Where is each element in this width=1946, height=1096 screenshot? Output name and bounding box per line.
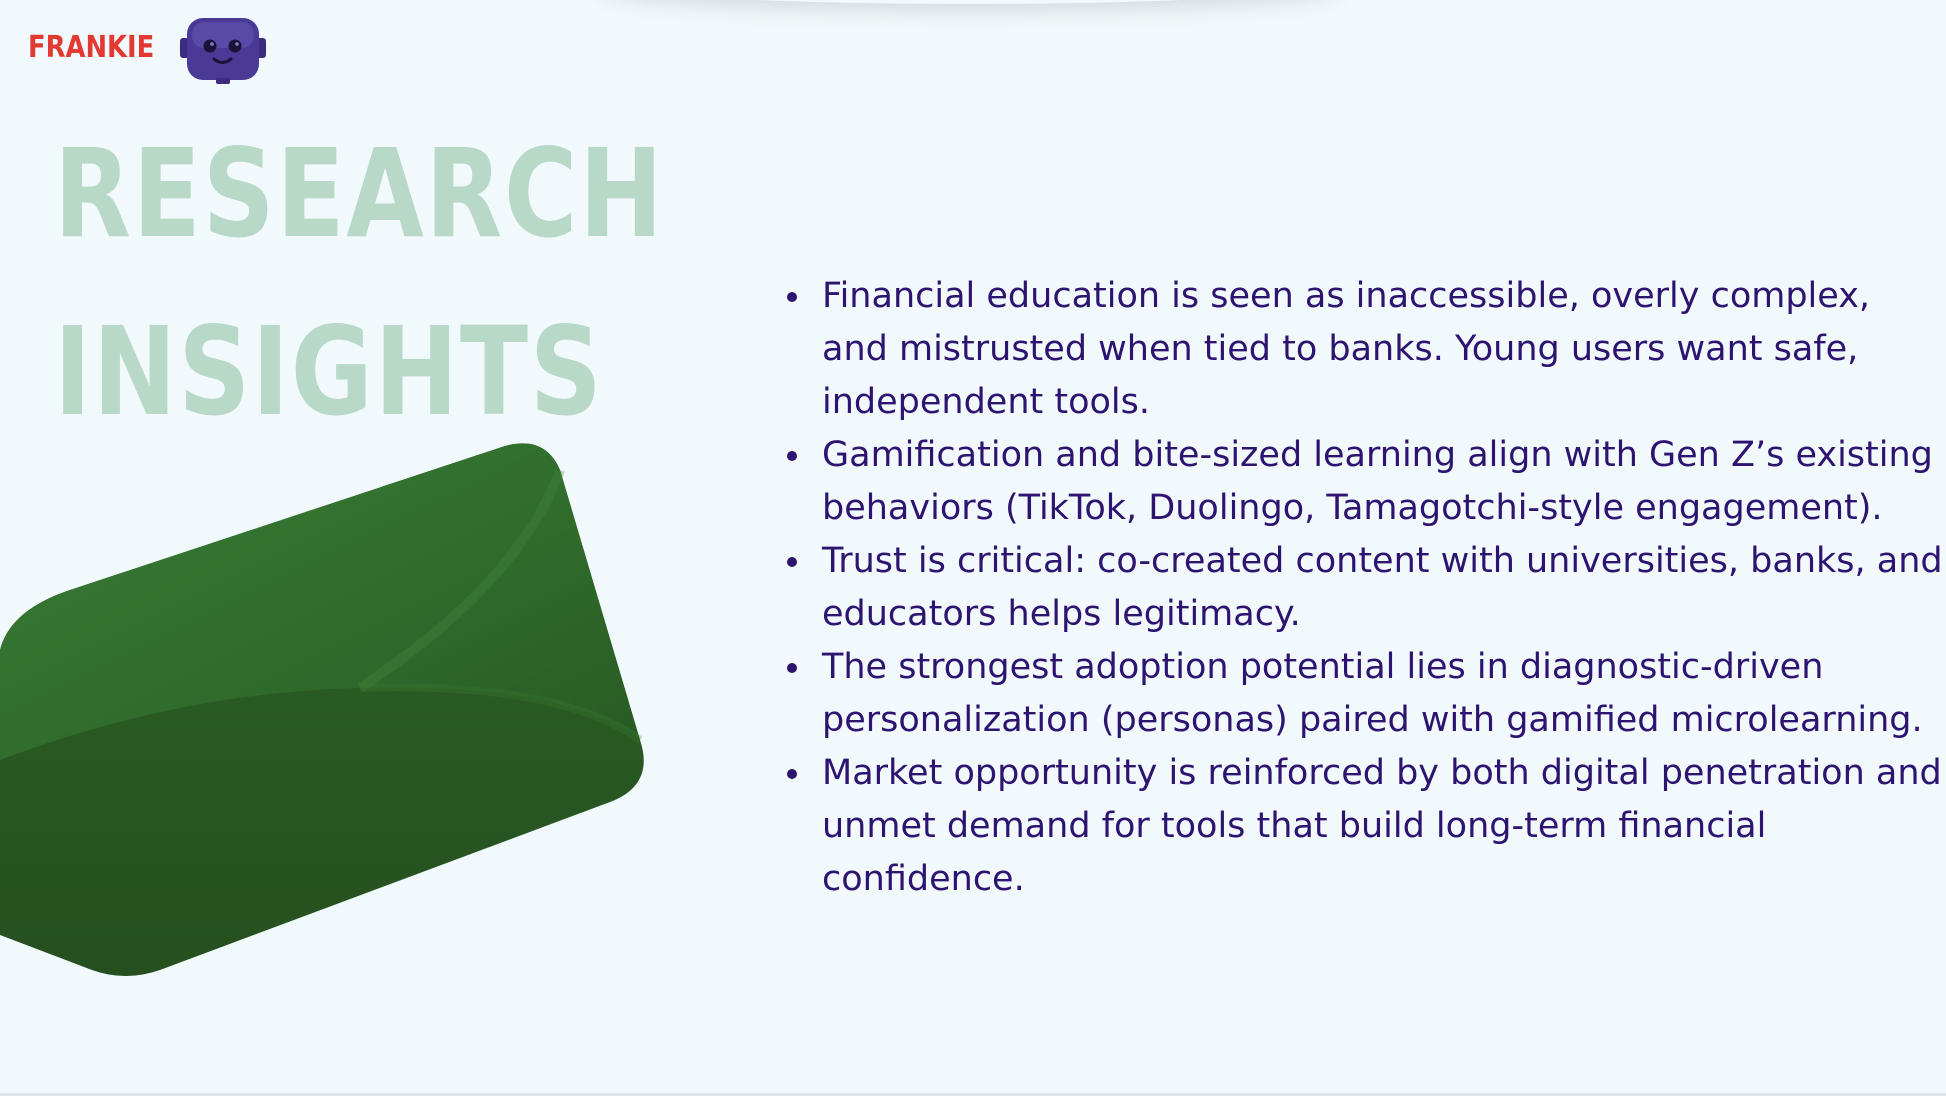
page-title-line-2: INSIGHTS xyxy=(54,301,604,443)
top-shadow-decoration xyxy=(600,0,1340,4)
insight-item: Financial education is seen as inaccessi… xyxy=(814,270,1944,429)
insight-item: Trust is critical: co-created content wi… xyxy=(814,535,1944,641)
insights-list: Financial education is seen as inaccessi… xyxy=(782,270,1944,906)
green-3d-shape xyxy=(0,443,644,976)
insight-item: The strongest adoption potential lies in… xyxy=(814,641,1944,747)
brand-logo-text: FRANKIE xyxy=(28,30,155,65)
insight-item: Gamification and bite-sized learning ali… xyxy=(814,429,1944,535)
bottom-divider xyxy=(0,1093,1946,1096)
page-title: RESEARCH INSIGHTS xyxy=(54,105,664,461)
page-title-line-1: RESEARCH xyxy=(54,123,665,265)
insight-item: Market opportunity is reinforced by both… xyxy=(814,747,1944,906)
robot-mascot-icon xyxy=(180,18,266,84)
